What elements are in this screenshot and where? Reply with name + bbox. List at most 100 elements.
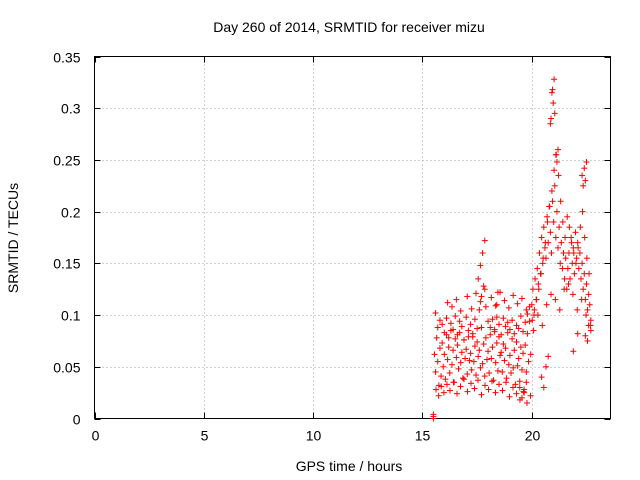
data-point [572, 260, 579, 267]
data-point [555, 244, 562, 251]
data-point [434, 324, 441, 331]
data-point [586, 301, 593, 308]
data-point [510, 364, 517, 371]
x-tick-label: 15 [415, 428, 431, 444]
data-point [441, 351, 448, 358]
data-point [523, 399, 530, 406]
data-point [482, 303, 489, 310]
data-point [555, 146, 562, 153]
data-point [585, 291, 592, 298]
data-point [488, 355, 495, 362]
ticks-layer: 0 5 10 15 20 0 0.05 0.1 0.15 0.2 0.25 0.3 0.35 [53, 50, 611, 444]
data-point [523, 306, 530, 313]
data-point [545, 353, 552, 360]
data-point [468, 305, 475, 312]
data-point [541, 244, 548, 251]
data-point [474, 338, 481, 345]
data-point [458, 349, 465, 356]
data-point [532, 275, 539, 282]
data-point [543, 363, 549, 370]
data-point [583, 312, 590, 319]
data-point [468, 366, 475, 373]
data-point [578, 296, 585, 303]
data-point [540, 255, 547, 262]
data-point [479, 250, 486, 257]
data-point [518, 394, 525, 401]
data-point [436, 317, 443, 324]
data-point [475, 377, 482, 384]
data-point [548, 115, 555, 122]
data-point [506, 393, 513, 400]
data-point [577, 224, 584, 231]
data-point [464, 388, 471, 395]
data-point [478, 324, 485, 331]
data-point [556, 224, 563, 231]
data-point [467, 350, 474, 357]
data-point [486, 369, 493, 376]
data-point [505, 361, 512, 368]
data-point [469, 333, 476, 340]
data-point [540, 224, 547, 231]
data-point [522, 319, 529, 326]
data-point [543, 301, 550, 308]
data-point [513, 390, 520, 397]
data-point [520, 388, 527, 395]
data-point [516, 384, 523, 391]
data-point [450, 379, 457, 386]
data-point [432, 368, 439, 375]
data-point [481, 373, 488, 380]
data-point [553, 158, 560, 165]
data-point [581, 165, 588, 172]
data-point [576, 250, 583, 257]
data-point [559, 265, 566, 272]
data-point [488, 378, 495, 385]
data-point [584, 337, 591, 344]
data-point [473, 290, 480, 297]
data-point [439, 321, 446, 328]
data-point [556, 306, 563, 313]
data-point [464, 293, 471, 300]
data-point [527, 351, 534, 358]
data-point [448, 303, 455, 310]
data-point [481, 237, 488, 244]
y-tick-label: 0.05 [53, 360, 80, 376]
data-point [446, 369, 453, 376]
data-point [564, 213, 571, 220]
data-point [539, 260, 546, 267]
data-point [504, 329, 511, 336]
data-point [502, 379, 509, 386]
data-point [533, 296, 540, 303]
data-point [501, 297, 508, 304]
data-point [492, 302, 499, 309]
data-point [447, 387, 454, 394]
data-point [453, 354, 460, 361]
data-point [501, 357, 508, 364]
data-point [481, 286, 488, 293]
data-point [452, 313, 459, 320]
data-point [471, 385, 478, 392]
data-point [506, 326, 513, 333]
data-point [494, 289, 501, 296]
data-point [477, 364, 484, 371]
data-point [510, 292, 517, 299]
data-point [476, 306, 483, 313]
data-point [499, 387, 506, 394]
data-point [527, 392, 534, 399]
data-point [573, 255, 580, 262]
data-point [511, 330, 518, 337]
data-point [514, 300, 521, 307]
y-axis-label: SRMTID / TECUs [5, 183, 21, 293]
data-point [582, 177, 589, 184]
data-point [487, 331, 494, 338]
data-point [506, 352, 513, 359]
data-point [552, 151, 559, 158]
data-point [452, 335, 459, 342]
x-tick-label: 10 [306, 428, 322, 444]
data-point [503, 375, 510, 382]
data-point [518, 295, 525, 302]
data-point [520, 350, 527, 357]
data-point [565, 281, 572, 288]
data-point [583, 158, 590, 165]
data-point [528, 301, 535, 308]
